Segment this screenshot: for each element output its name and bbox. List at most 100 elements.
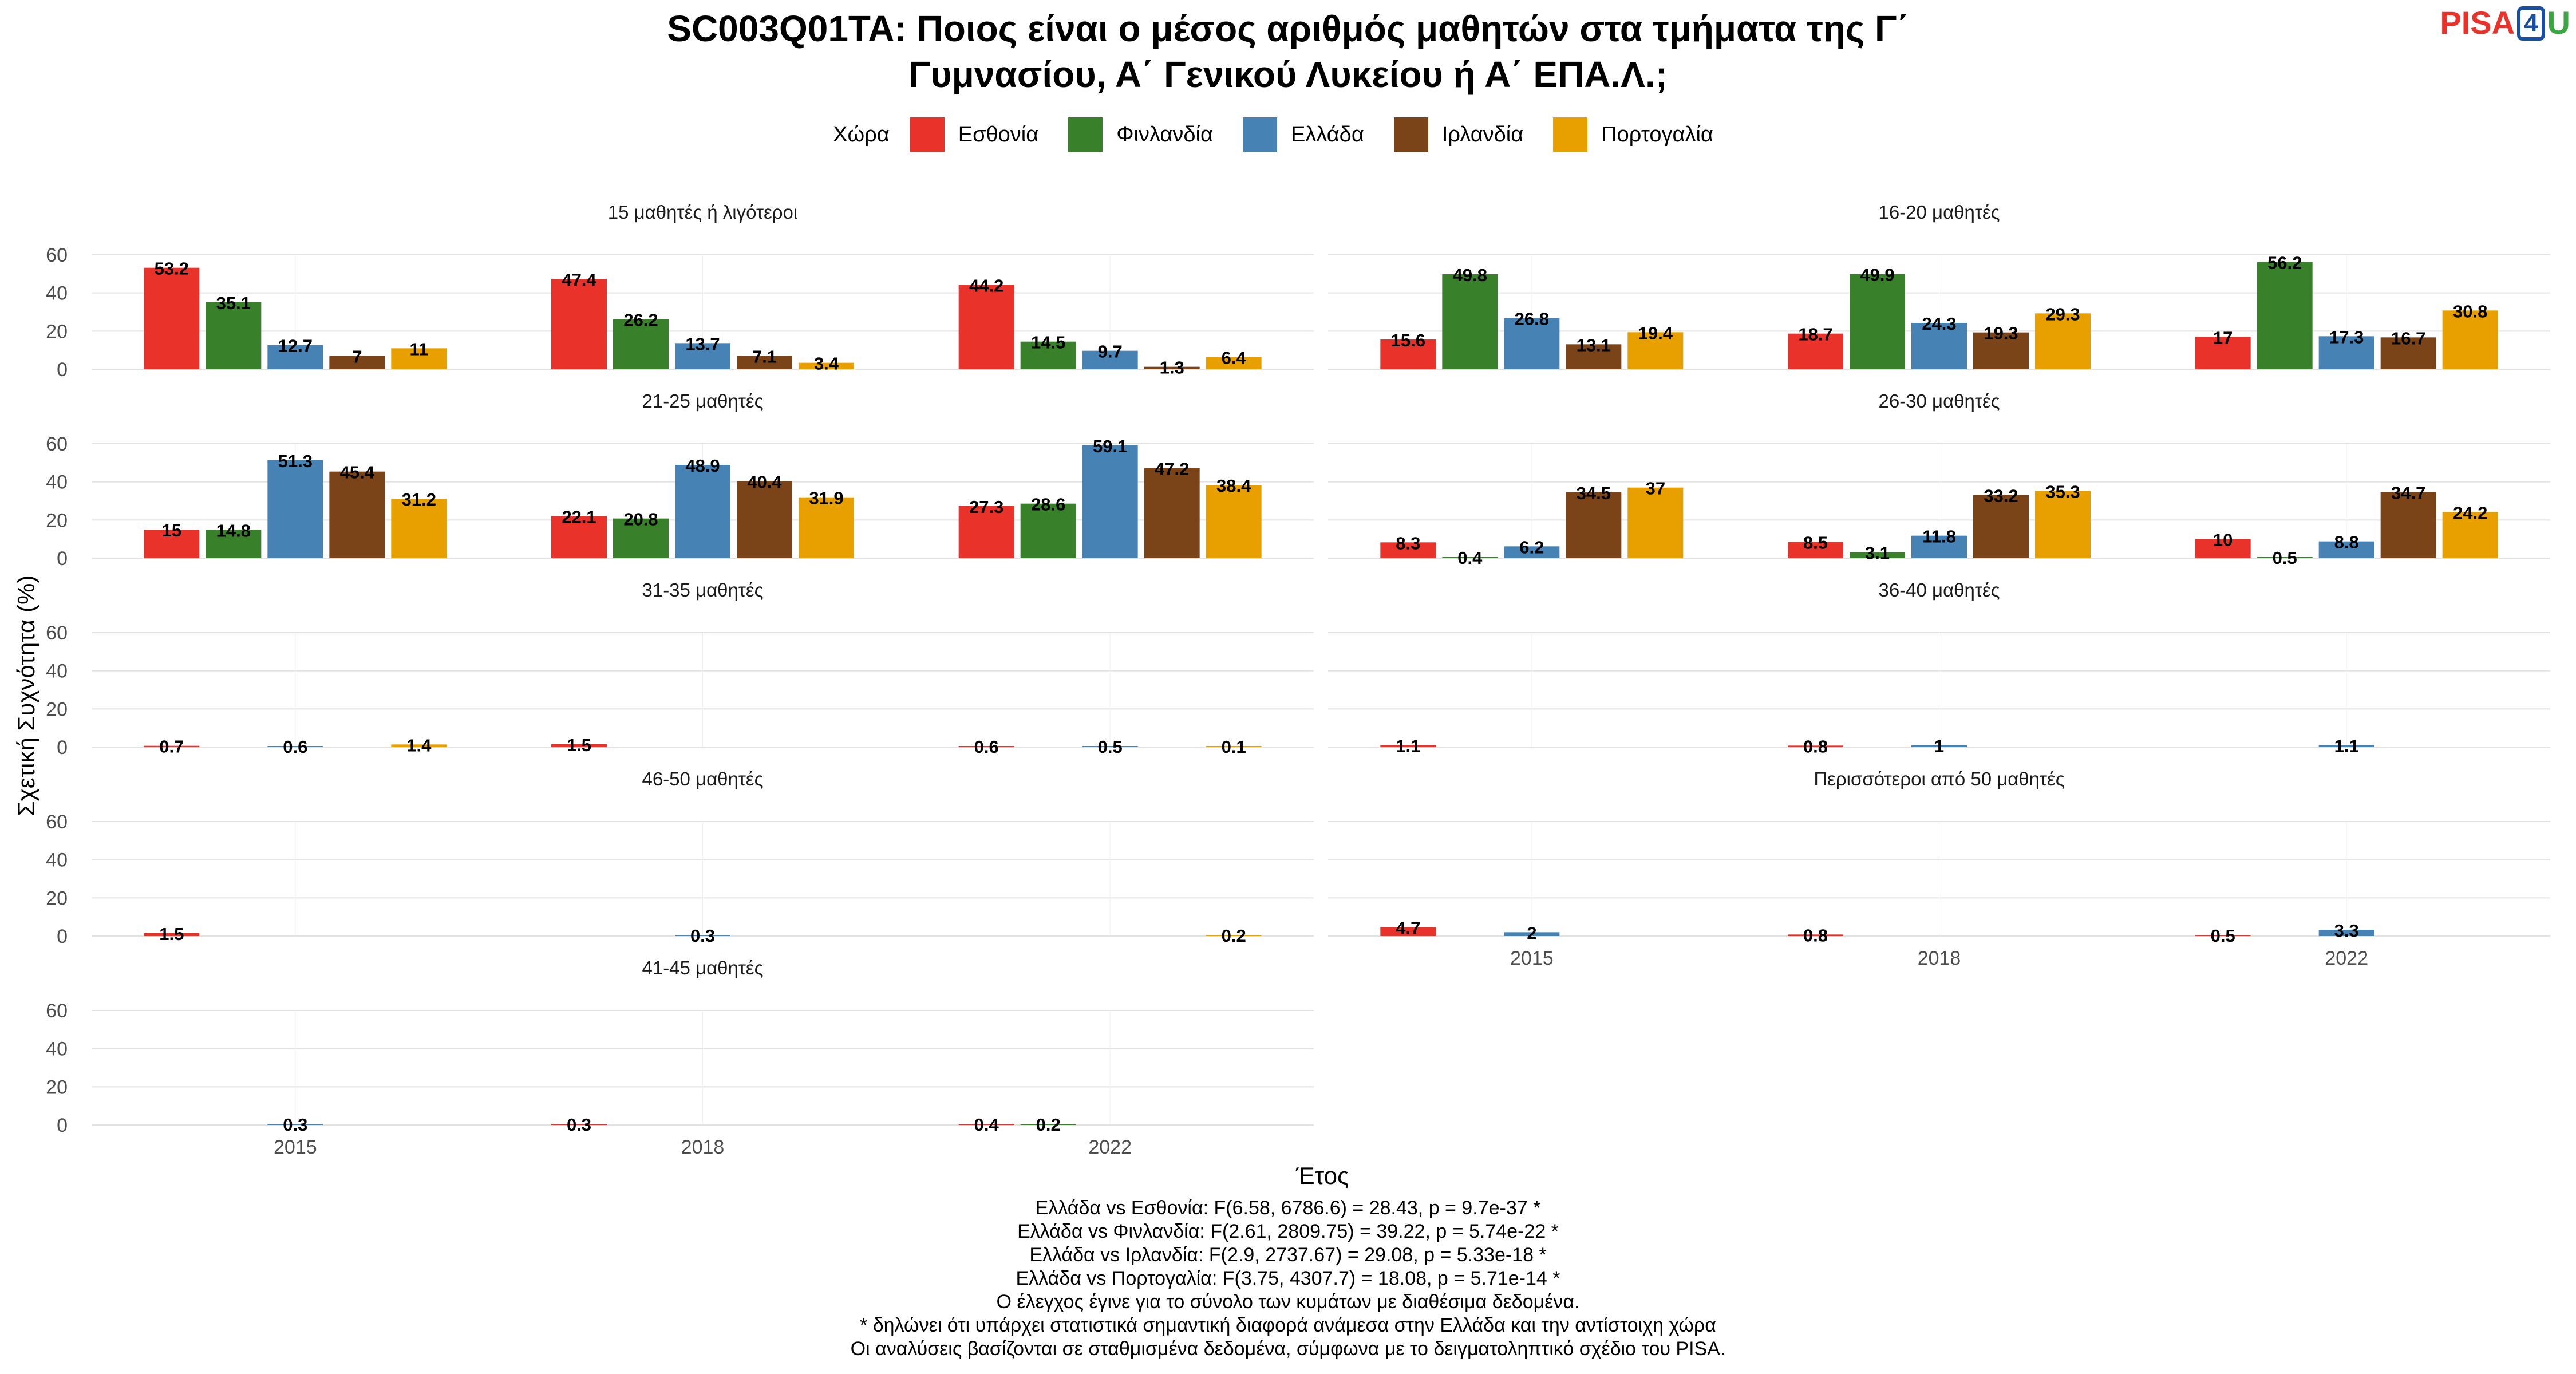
y-tick-label: 0 [57, 737, 68, 759]
bar-8-2015-3 [1504, 932, 1560, 936]
logo-part-4: 4 [2517, 6, 2545, 41]
y-tick-label: 40 [46, 850, 68, 871]
data-label: 0.2 [1222, 926, 1246, 946]
bar-1-2022-5 [1206, 357, 1262, 369]
data-label: 26.2 [623, 310, 658, 330]
bar-4-2018-2 [1850, 552, 1905, 558]
bar-4-2015-2 [1442, 557, 1498, 558]
bar-2-2018-4 [1973, 332, 2029, 369]
panel-title-7: 46-50 μαθητές [642, 768, 763, 789]
data-label: 1.4 [406, 735, 432, 755]
bar-2-2022-5 [2442, 310, 2498, 369]
x-tick-label: 2022 [2325, 947, 2368, 969]
bar-5-2015-3 [267, 746, 323, 747]
bar-5-2022-1 [958, 746, 1014, 747]
note-line-5: Ο έλεγχος έγινε για το σύνολο των κυμάτω… [996, 1291, 1580, 1313]
y-tick-label: 0 [57, 359, 68, 381]
data-label: 0.4 [974, 1115, 999, 1135]
note-line-2: Ελλάδα vs Φινλανδία: F(2.61, 2809.75) = … [1017, 1221, 1559, 1242]
data-label: 7 [352, 347, 362, 367]
bar-3-2018-1 [551, 516, 607, 558]
bar-3-2018-2 [613, 518, 669, 558]
bar-4-2018-1 [1788, 542, 1843, 558]
data-label: 0.6 [283, 737, 307, 757]
bar-1-2022-3 [1082, 350, 1138, 369]
legend-swatch [1393, 117, 1428, 152]
data-label: 13.7 [685, 334, 720, 354]
bar-1-2018-4 [737, 356, 792, 369]
bar-4-2018-4 [1973, 495, 2029, 558]
bar-2-2018-1 [1788, 333, 1843, 369]
bar-1-2022-1 [958, 285, 1014, 369]
bar-5-2018-1 [551, 744, 607, 747]
bar-3-2022-2 [1020, 503, 1076, 558]
y-tick-label: 20 [46, 321, 68, 342]
panel-title-8: Περισσότεροι από 50 μαθητές [1814, 768, 2064, 789]
bar-3-2022-4 [1144, 468, 1200, 558]
data-label: 16.7 [2391, 328, 2425, 348]
bar-3-2015-1 [144, 530, 200, 558]
bar-2-2022-3 [2318, 336, 2374, 369]
y-tick-label: 0 [57, 548, 68, 570]
bar-2-2015-3 [1504, 318, 1560, 369]
data-label: 2 [1527, 923, 1536, 943]
data-label: 1.1 [1396, 736, 1420, 756]
data-label: 8.5 [1803, 533, 1828, 553]
data-label: 8.8 [2334, 532, 2359, 552]
bar-3-2018-4 [737, 481, 792, 558]
y-tick-label: 60 [46, 244, 68, 266]
note-line-4: Ελλάδα vs Πορτογαλία: F(3.75, 4307.7) = … [1016, 1268, 1560, 1289]
data-label: 14.5 [1031, 333, 1065, 353]
bar-7-2015-1 [144, 933, 200, 936]
bar-2-2015-1 [1380, 339, 1436, 369]
pisa4u-logo: PISA 4 U [2440, 5, 2570, 41]
data-label: 0.8 [1803, 925, 1828, 945]
chart-title-line-2: Γυμνασίου, Α΄ Γενικού Λυκείου ή Α΄ ΕΠΑ.Λ… [908, 54, 1668, 95]
data-label: 0.3 [283, 1115, 307, 1135]
bar-8-2018-1 [1788, 934, 1843, 936]
data-label: 14.8 [216, 521, 251, 541]
data-label: 19.3 [1984, 323, 2018, 344]
legend-label: Φινλανδία [1116, 122, 1213, 147]
data-label: 34.5 [1577, 483, 1611, 503]
bar-3-2018-3 [675, 465, 730, 558]
data-label: 1.1 [2334, 736, 2359, 756]
data-label: 15 [162, 520, 181, 540]
data-label: 22.1 [562, 507, 596, 527]
y-tick-label: 20 [46, 698, 68, 720]
bar-3-2015-2 [206, 530, 262, 558]
legend: Χώρα Εσθονία Φινλανδία Ελλάδα Ιρλανδία Πορτο… [0, 117, 2576, 152]
data-label: 48.9 [685, 456, 720, 476]
data-label: 45.4 [340, 463, 375, 483]
data-label: 33.2 [1984, 485, 2018, 506]
data-label: 4.7 [1396, 918, 1420, 938]
bar-8-2015-1 [1380, 927, 1436, 936]
data-label: 24.2 [2453, 503, 2487, 523]
data-label: 29.3 [2045, 304, 2080, 324]
bar-4-2018-5 [2035, 491, 2091, 558]
panel-title-6: 36-40 μαθητές [1878, 579, 2000, 601]
panel-title-9: 41-45 μαθητές [642, 957, 763, 978]
data-label: 8.3 [1396, 533, 1420, 553]
data-label: 20.8 [623, 510, 658, 530]
bar-4-2018-3 [1911, 535, 1967, 558]
x-tick-label: 2018 [681, 1136, 725, 1158]
data-label: 35.3 [2045, 481, 2080, 502]
bar-1-2018-5 [799, 362, 854, 369]
data-label: 3.1 [1865, 543, 1890, 563]
panel-title-5: 31-35 μαθητές [642, 579, 763, 601]
x-tick-label: 2018 [1918, 947, 1961, 969]
data-label: 12.7 [278, 336, 313, 356]
bar-1-2015-1 [144, 267, 200, 369]
legend-swatch [1068, 117, 1103, 152]
x-tick-label: 2015 [1510, 947, 1554, 969]
data-label: 0.7 [159, 737, 184, 757]
panel-title-4: 26-30 μαθητές [1878, 390, 2000, 412]
data-label: 37 [1646, 479, 1665, 499]
bar-4-2022-4 [2380, 492, 2436, 558]
bar-6-2022-3 [2318, 745, 2374, 747]
data-label: 0.3 [567, 1115, 591, 1135]
data-label: 13.1 [1577, 335, 1611, 355]
data-label: 19.4 [1638, 323, 1673, 343]
